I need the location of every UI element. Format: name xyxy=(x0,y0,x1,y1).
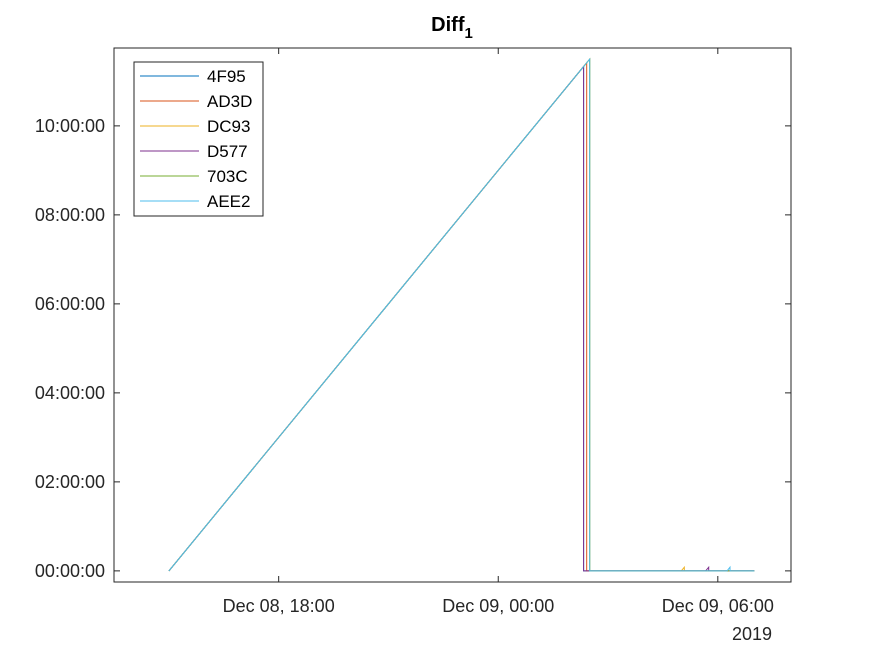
y-tick-label: 02:00:00 xyxy=(35,472,105,492)
x-axis-year-label: 2019 xyxy=(732,624,772,644)
legend-label-dc93: DC93 xyxy=(207,117,250,136)
y-tick-label: 08:00:00 xyxy=(35,205,105,225)
legend-label-703c: 703C xyxy=(207,167,248,186)
chart-title-subscript: 1 xyxy=(464,25,472,42)
legend-label-ad3d: AD3D xyxy=(207,92,252,111)
x-tick-label: Dec 08, 18:00 xyxy=(223,596,335,616)
plot-frame xyxy=(113,47,792,583)
chart-title: Diff1 xyxy=(431,14,473,42)
legend-label-aee2: AEE2 xyxy=(207,192,250,211)
y-axis: 00:00:00 02:00:00 04:00:00 06:00:00 08:00:00… xyxy=(35,116,791,581)
series-line-aee2 xyxy=(168,57,755,572)
legend: 4F95 AD3D DC93 D577 703C AEE2 xyxy=(133,61,264,217)
chart-title-main: Diff xyxy=(431,14,465,36)
legend-label-d577: D577 xyxy=(207,142,248,161)
legend-box xyxy=(133,61,264,217)
x-axis: Dec 08, 18:00 Dec 09, 00:00 Dec 09, 06:00 xyxy=(223,48,774,616)
y-tick-label: 00:00:00 xyxy=(35,561,105,581)
y-tick-label: 10:00:00 xyxy=(35,116,105,136)
y-tick-label: 06:00:00 xyxy=(35,294,105,314)
legend-label-4f95: 4F95 xyxy=(207,67,246,86)
plot-lines xyxy=(168,57,755,572)
x-tick-label: Dec 09, 00:00 xyxy=(442,596,554,616)
y-tick-label: 04:00:00 xyxy=(35,383,105,403)
x-tick-label: Dec 09, 06:00 xyxy=(662,596,774,616)
